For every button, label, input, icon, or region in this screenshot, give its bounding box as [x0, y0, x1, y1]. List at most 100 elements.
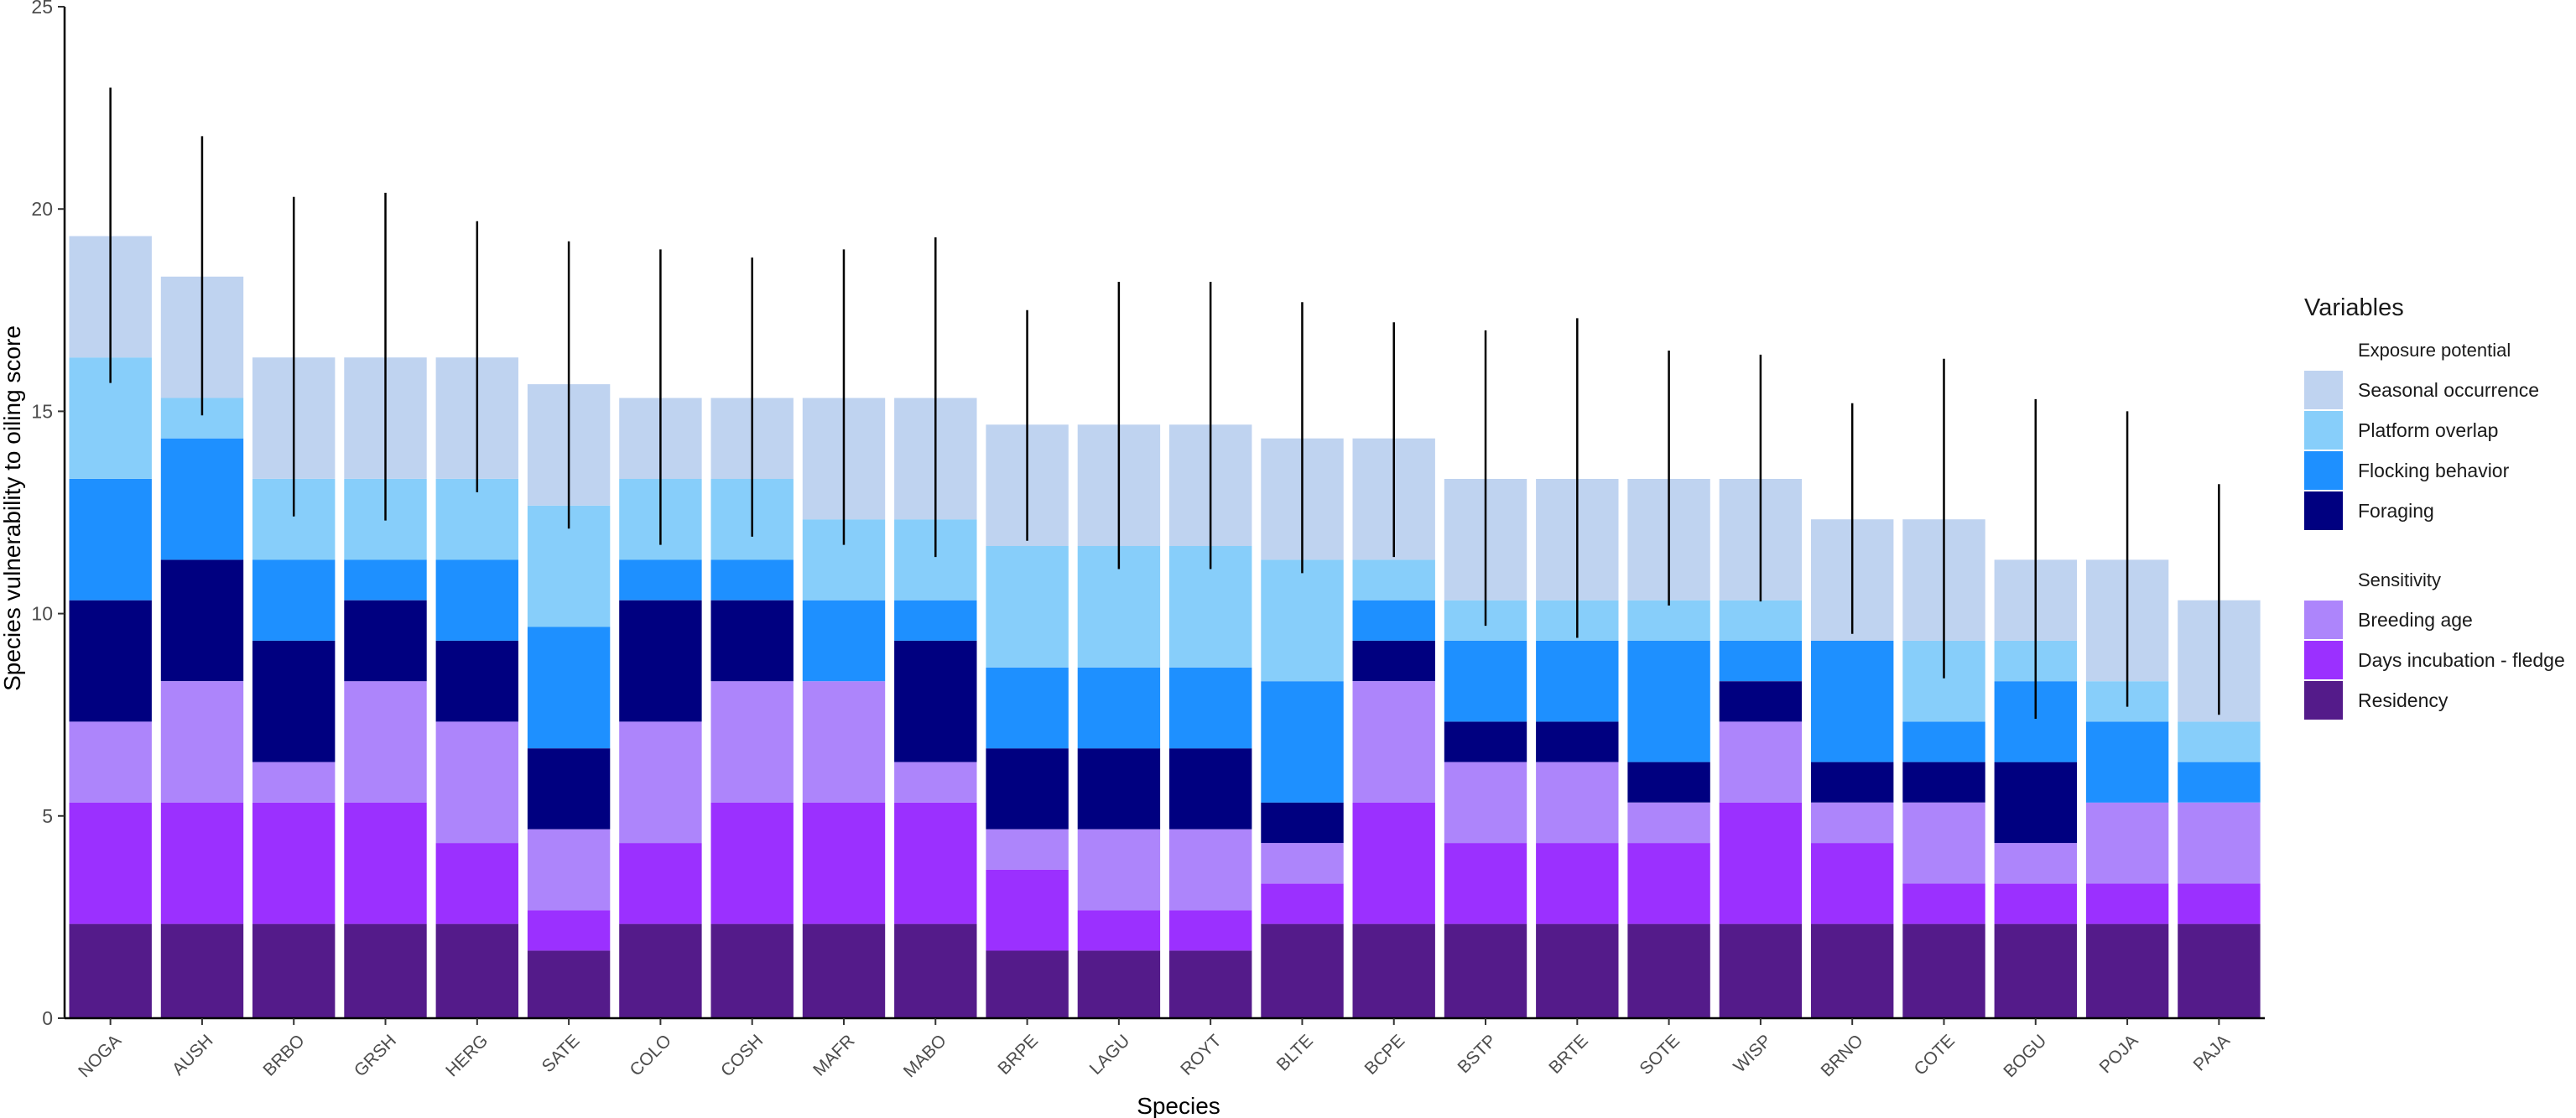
bar-segment-poja-residency: [2085, 923, 2169, 1018]
bar-segment-wisp-foraging: [1719, 681, 1803, 722]
bar-segment-sote-breeding-age: [1627, 802, 1710, 844]
bar-segment-brbo-flocking-behavior: [252, 559, 336, 641]
bar-segment-cosh-residency: [710, 923, 794, 1018]
bar-segment-wisp-breeding-age: [1719, 721, 1803, 803]
bar-segment-royt-residency: [1169, 950, 1252, 1018]
bar-segment-herg-foraging: [435, 640, 518, 722]
bar-segment-herg-residency: [435, 923, 518, 1018]
bar-segment-mafr-residency: [802, 923, 886, 1018]
bar-segment-grsh-days-incubation-fledge: [344, 802, 427, 924]
x-tick-label: ROYT: [1177, 1031, 1226, 1079]
bar-segment-cote-flocking-behavior: [1902, 721, 1985, 762]
bar-segment-brbo-foraging: [252, 640, 336, 762]
bar-segment-bcpe-foraging: [1352, 640, 1435, 682]
bar-segment-brpe-breeding-age: [986, 829, 1069, 870]
bar-segment-lagu-residency: [1077, 950, 1161, 1018]
bar-segment-cote-residency: [1902, 923, 1985, 1018]
bar-segment-paja-platform-overlap: [2178, 721, 2261, 762]
legend: Variables Exposure potential Seasonal occu…: [2304, 294, 2565, 720]
legend-item-label: Flocking behavior: [2358, 460, 2510, 481]
bar-segment-herg-flocking-behavior: [435, 559, 518, 641]
bar-segment-cote-foraging: [1902, 762, 1985, 803]
bar-segment-bcpe-breeding-age: [1352, 681, 1435, 803]
bar-segment-sote-flocking-behavior: [1627, 640, 1710, 762]
bar-segment-noga-flocking-behavior: [69, 479, 152, 601]
bar-segment-bogu-residency: [1994, 923, 2077, 1018]
bar-segment-bogu-breeding-age: [1994, 843, 2077, 884]
x-tick-label: NOGA: [75, 1031, 125, 1081]
bar-segment-blte-foraging: [1261, 802, 1344, 844]
y-tick-label: 25: [31, 0, 53, 18]
bar-segment-wisp-days-incubation-fledge: [1719, 802, 1803, 924]
bar-segment-mabo-foraging: [894, 640, 977, 762]
bar-segment-bstp-flocking-behavior: [1444, 640, 1527, 722]
bar-segment-royt-foraging: [1169, 748, 1252, 829]
bar-segment-colo-residency: [619, 923, 702, 1018]
legend-group-title: Sensitivity: [2358, 569, 2441, 590]
error-bars-layer: [109, 87, 2220, 719]
bar-segment-colo-days-incubation-fledge: [619, 843, 702, 924]
x-tick-label: BRPE: [994, 1031, 1042, 1079]
bar-segment-brno-days-incubation-fledge: [1811, 843, 1894, 924]
bar-segment-herg-platform-overlap: [435, 479, 518, 560]
bar-segment-noga-breeding-age: [69, 721, 152, 803]
legend-swatch: [2304, 411, 2343, 450]
legend-group-title: Exposure potential: [2358, 340, 2511, 361]
x-tick-label: BLTE: [1273, 1031, 1317, 1074]
x-tick-label: AUSH: [169, 1031, 217, 1079]
bar-segment-mabo-breeding-age: [894, 762, 977, 803]
bar-segment-colo-foraging: [619, 600, 702, 722]
y-tick-label: 10: [31, 603, 53, 625]
bar-segment-royt-days-incubation-fledge: [1169, 910, 1252, 951]
bar-segment-bcpe-days-incubation-fledge: [1352, 802, 1435, 924]
bar-segment-wisp-flocking-behavior: [1719, 640, 1803, 682]
y-tick-label: 20: [31, 198, 53, 220]
bar-segment-poja-breeding-age: [2085, 802, 2169, 884]
bar-segment-bcpe-platform-overlap: [1352, 559, 1435, 601]
bar-segment-cosh-breeding-age: [710, 681, 794, 803]
bar-segment-royt-breeding-age: [1169, 829, 1252, 911]
bar-segment-brbo-residency: [252, 923, 336, 1018]
bar-segment-brpe-platform-overlap: [986, 546, 1069, 668]
bar-segment-sate-flocking-behavior: [527, 627, 611, 749]
bar-segment-sate-foraging: [527, 748, 611, 829]
x-tick-label: HERG: [442, 1031, 492, 1080]
x-tick-label: BRBO: [259, 1031, 308, 1079]
bar-segment-blte-days-incubation-fledge: [1261, 883, 1344, 924]
x-tick-label: BOGU: [2000, 1031, 2050, 1081]
bar-segment-bcpe-residency: [1352, 923, 1435, 1018]
bar-segment-brpe-residency: [986, 950, 1069, 1018]
bar-segment-noga-days-incubation-fledge: [69, 802, 152, 924]
bar-segment-grsh-residency: [344, 923, 427, 1018]
bar-segment-cosh-flocking-behavior: [710, 559, 794, 601]
bar-segment-lagu-flocking-behavior: [1077, 667, 1161, 749]
bar-segment-colo-flocking-behavior: [619, 559, 702, 601]
x-tick-label: COLO: [627, 1031, 675, 1079]
bar-segment-noga-residency: [69, 923, 152, 1018]
bar-segment-brno-flocking-behavior: [1811, 640, 1894, 762]
bar-segment-blte-breeding-age: [1261, 843, 1344, 884]
x-tick-label: BCPE: [1361, 1031, 1409, 1079]
x-tick-label: COTE: [1910, 1031, 1959, 1079]
bar-segment-aush-breeding-age: [160, 681, 244, 803]
bar-segment-brno-foraging: [1811, 762, 1894, 803]
x-tick-label: COSH: [717, 1031, 767, 1080]
bar-segment-aush-residency: [160, 923, 244, 1018]
y-tick-label: 5: [42, 805, 53, 827]
legend-item-label: Residency: [2358, 689, 2449, 711]
x-tick-label: SOTE: [1636, 1031, 1684, 1079]
legend-item-label: Days incubation - fledge: [2358, 649, 2565, 671]
bar-segment-colo-breeding-age: [619, 721, 702, 844]
bar-segment-mafr-flocking-behavior: [802, 600, 886, 682]
x-tick-label: BRNO: [1818, 1031, 1867, 1080]
bar-segment-wisp-residency: [1719, 923, 1803, 1018]
y-tick-label: 15: [31, 400, 53, 422]
y-axis-title: Species vulnerability to oiling score: [0, 325, 25, 691]
bar-segment-bstp-days-incubation-fledge: [1444, 843, 1527, 924]
legend-swatch: [2304, 641, 2343, 679]
x-tick-label: BSTP: [1455, 1031, 1501, 1077]
bars-layer: [69, 236, 2261, 1018]
y-tick-label: 0: [42, 1007, 53, 1029]
bar-segment-wisp-platform-overlap: [1719, 600, 1803, 641]
x-tick-label: MABO: [900, 1031, 950, 1081]
